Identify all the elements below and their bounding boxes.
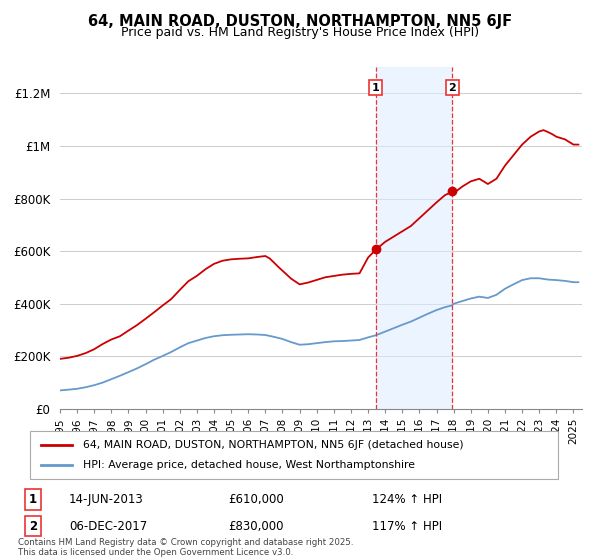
- Text: HPI: Average price, detached house, West Northamptonshire: HPI: Average price, detached house, West…: [83, 460, 415, 470]
- Bar: [376, 67, 452, 409]
- Text: 124% ↑ HPI: 124% ↑ HPI: [372, 493, 442, 506]
- Text: 117% ↑ HPI: 117% ↑ HPI: [372, 520, 442, 533]
- Text: 06-DEC-2017: 06-DEC-2017: [69, 520, 147, 533]
- Text: 1: 1: [29, 493, 37, 506]
- Text: Contains HM Land Registry data © Crown copyright and database right 2025.
This d: Contains HM Land Registry data © Crown c…: [18, 538, 353, 557]
- FancyBboxPatch shape: [30, 431, 558, 479]
- Text: £830,000: £830,000: [228, 520, 284, 533]
- Text: 2: 2: [448, 82, 456, 92]
- Text: Price paid vs. HM Land Registry's House Price Index (HPI): Price paid vs. HM Land Registry's House …: [121, 26, 479, 39]
- Text: 64, MAIN ROAD, DUSTON, NORTHAMPTON, NN5 6JF (detached house): 64, MAIN ROAD, DUSTON, NORTHAMPTON, NN5 …: [83, 440, 463, 450]
- Text: 2: 2: [29, 520, 37, 533]
- Text: 64, MAIN ROAD, DUSTON, NORTHAMPTON, NN5 6JF: 64, MAIN ROAD, DUSTON, NORTHAMPTON, NN5 …: [88, 14, 512, 29]
- Text: 1: 1: [372, 82, 380, 92]
- Text: 14-JUN-2013: 14-JUN-2013: [69, 493, 144, 506]
- Text: £610,000: £610,000: [228, 493, 284, 506]
